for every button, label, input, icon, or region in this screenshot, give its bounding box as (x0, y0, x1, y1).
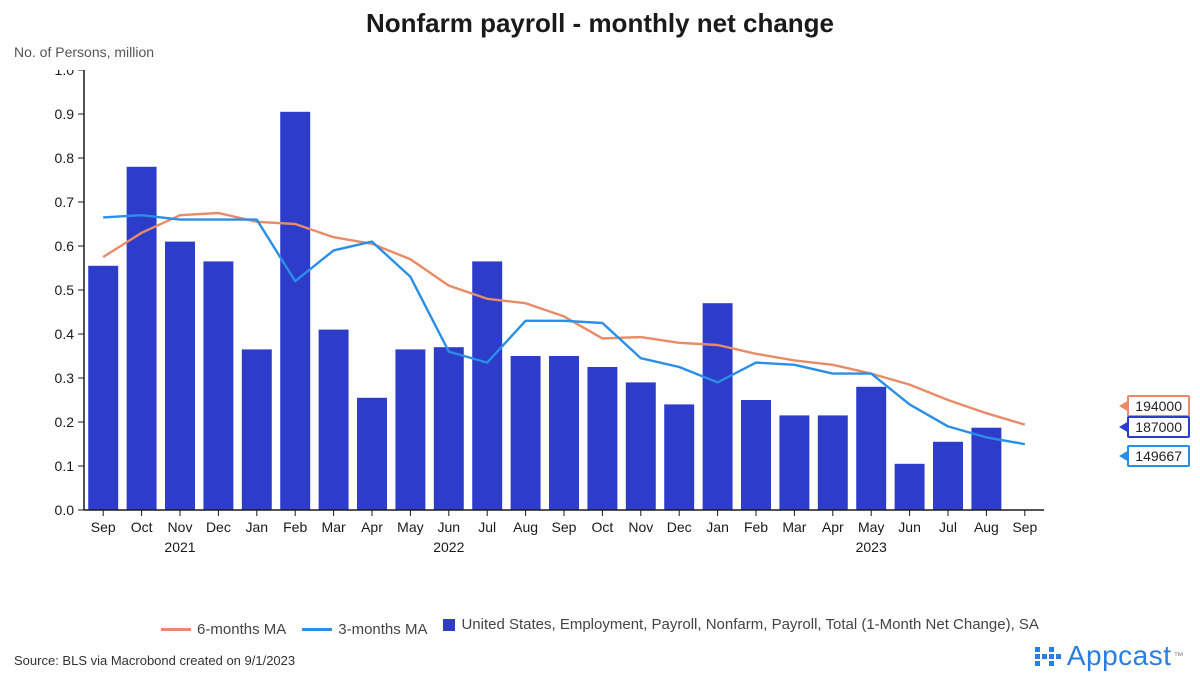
svg-text:Jan: Jan (246, 519, 269, 535)
bar (626, 382, 656, 510)
svg-text:May: May (858, 519, 884, 535)
svg-text:Jun: Jun (438, 519, 461, 535)
bar (242, 349, 272, 510)
brand-dots-icon (1035, 647, 1061, 666)
legend-item: United States, Employment, Payroll, Nonf… (443, 616, 1038, 633)
svg-text:0.8: 0.8 (55, 150, 75, 166)
svg-text:0.2: 0.2 (55, 414, 75, 430)
chart-area: 0.0 0.1 0.2 0.3 0.4 0.5 0.6 0.7 0.8 0.9 1.0 Sep Oct N… (42, 70, 1062, 560)
svg-text:Sep: Sep (1012, 519, 1037, 535)
svg-text:Nov: Nov (628, 519, 653, 535)
legend-line-icon (161, 628, 191, 631)
callout: 194000 (1127, 395, 1190, 417)
bar (165, 242, 195, 510)
legend-label: 3-months MA (338, 621, 427, 638)
svg-text:Aug: Aug (974, 519, 999, 535)
svg-text:Jun: Jun (898, 519, 921, 535)
brand-logo: Appcast™ (1035, 640, 1184, 672)
svg-text:1.0: 1.0 (55, 70, 75, 78)
bar (703, 303, 733, 510)
svg-text:2022: 2022 (433, 539, 464, 555)
svg-text:2021: 2021 (164, 539, 195, 555)
legend: 6-months MA 3-months MA United States, Emp… (0, 616, 1200, 638)
brand-name: Appcast (1067, 640, 1172, 672)
trademark-icon: ™ (1174, 651, 1185, 662)
svg-text:Dec: Dec (206, 519, 231, 535)
svg-text:0.1: 0.1 (55, 458, 75, 474)
callout: 187000 (1127, 416, 1190, 438)
bar (127, 167, 157, 510)
svg-text:Sep: Sep (91, 519, 116, 535)
bar (319, 330, 349, 510)
svg-text:0.6: 0.6 (55, 238, 75, 254)
legend-item: 6-months MA (161, 621, 286, 638)
chart-title: Nonfarm payroll - monthly net change (0, 0, 1200, 39)
legend-box-icon (443, 619, 455, 631)
bar (357, 398, 387, 510)
svg-text:Jan: Jan (706, 519, 729, 535)
bar (933, 442, 963, 510)
svg-text:Feb: Feb (744, 519, 768, 535)
svg-text:Apr: Apr (361, 519, 383, 535)
legend-item: 3-months MA (302, 621, 427, 638)
bar (779, 415, 809, 510)
bar (856, 387, 886, 510)
svg-text:0.0: 0.0 (55, 502, 75, 518)
bar (741, 400, 771, 510)
svg-text:0.7: 0.7 (55, 194, 75, 210)
svg-text:Apr: Apr (822, 519, 844, 535)
svg-text:0.9: 0.9 (55, 106, 75, 122)
chart-svg: 0.0 0.1 0.2 0.3 0.4 0.5 0.6 0.7 0.8 0.9 1.0 Sep Oct N… (42, 70, 1062, 560)
bar (434, 347, 464, 510)
svg-text:Dec: Dec (667, 519, 692, 535)
svg-text:Oct: Oct (131, 519, 153, 535)
legend-label: 6-months MA (197, 621, 286, 638)
callout-group: 194000187000 149667 (1068, 70, 1190, 560)
svg-text:Oct: Oct (592, 519, 614, 535)
bar (203, 261, 233, 510)
legend-label: United States, Employment, Payroll, Nonf… (461, 616, 1038, 633)
bar (88, 266, 118, 510)
bar (664, 404, 694, 510)
svg-text:May: May (397, 519, 423, 535)
legend-line-icon (302, 628, 332, 631)
bar (280, 112, 310, 510)
svg-text:Jul: Jul (939, 519, 957, 535)
bar (895, 464, 925, 510)
svg-text:0.5: 0.5 (55, 282, 75, 298)
callout: 149667 (1127, 445, 1190, 467)
source-text: Source: BLS via Macrobond created on 9/1… (14, 653, 295, 668)
bar (549, 356, 579, 510)
svg-text:Mar: Mar (322, 519, 346, 535)
bar (395, 349, 425, 510)
svg-text:Aug: Aug (513, 519, 538, 535)
svg-text:Sep: Sep (552, 519, 577, 535)
bar (511, 356, 541, 510)
svg-text:0.3: 0.3 (55, 370, 75, 386)
svg-text:2023: 2023 (856, 539, 887, 555)
svg-text:Mar: Mar (782, 519, 806, 535)
svg-text:Jul: Jul (478, 519, 496, 535)
bar (587, 367, 617, 510)
svg-text:0.4: 0.4 (55, 326, 75, 342)
y-axis-label: No. of Persons, million (14, 44, 154, 60)
svg-text:Feb: Feb (283, 519, 307, 535)
svg-text:Nov: Nov (168, 519, 193, 535)
bar (818, 415, 848, 510)
